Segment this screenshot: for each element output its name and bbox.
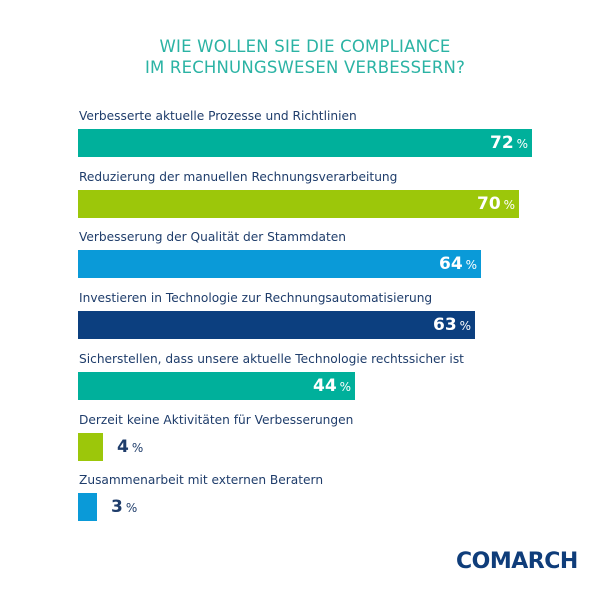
bar-value-number: 63 (433, 315, 457, 335)
bar-value-number: 64 (439, 254, 463, 274)
chart-title: WIE WOLLEN SIE DIE COMPLIANCE IM RECHNUN… (0, 36, 610, 78)
chart-title-line-2: IM RECHNUNGSWESEN VERBESSERN? (144, 58, 466, 77)
bar-label: Verbesserte aktuelle Prozesse und Richtl… (79, 109, 357, 123)
bar (78, 372, 355, 400)
bar (78, 311, 475, 339)
bar-value-unit: % (465, 258, 478, 272)
chart-title-line-1: WIE WOLLEN SIE DIE COMPLIANCE (159, 37, 451, 56)
bar-value-unit: % (516, 137, 529, 151)
bar-value-number: 44 (313, 376, 337, 396)
bar-value-unit: % (339, 380, 352, 394)
bar-label: Investieren in Technologie zur Rechnungs… (79, 291, 433, 305)
bar-value-number: 72 (490, 133, 514, 153)
bar-value-unit: % (131, 441, 144, 455)
bar-value-number: 3 (111, 497, 123, 517)
bar-value-label: 70% (477, 194, 515, 214)
bar-value-label: 64% (439, 254, 477, 274)
bar-label: Reduzierung der manuellen Rechnungsverar… (79, 170, 398, 184)
bar (78, 190, 519, 218)
bar-value-label: 63% (433, 315, 471, 335)
bar-label: Verbesserung der Qualität der Stammdaten (79, 230, 347, 244)
bar-value-label: 72% (490, 133, 528, 153)
bar (78, 493, 97, 521)
bar-value-number: 4 (117, 437, 129, 457)
bar-value-number: 70 (477, 194, 501, 214)
bar (78, 250, 481, 278)
bar-label: Zusammenarbeit mit externen Beratern (79, 473, 324, 487)
bar-value-unit: % (125, 501, 138, 515)
bar-label: Sicherstellen, dass unsere aktuelle Tech… (79, 352, 464, 366)
bar-label: Derzeit keine Aktivitäten für Verbesseru… (79, 413, 354, 427)
comarch-logo: COMARCH (456, 549, 578, 574)
bar (78, 433, 103, 461)
bar-value-label: 4% (117, 437, 143, 457)
bar (78, 129, 532, 157)
bar-value-label: 3% (111, 497, 137, 517)
bar-value-label: 44% (313, 376, 351, 396)
bar-value-unit: % (459, 319, 472, 333)
bar-value-unit: % (503, 198, 516, 212)
